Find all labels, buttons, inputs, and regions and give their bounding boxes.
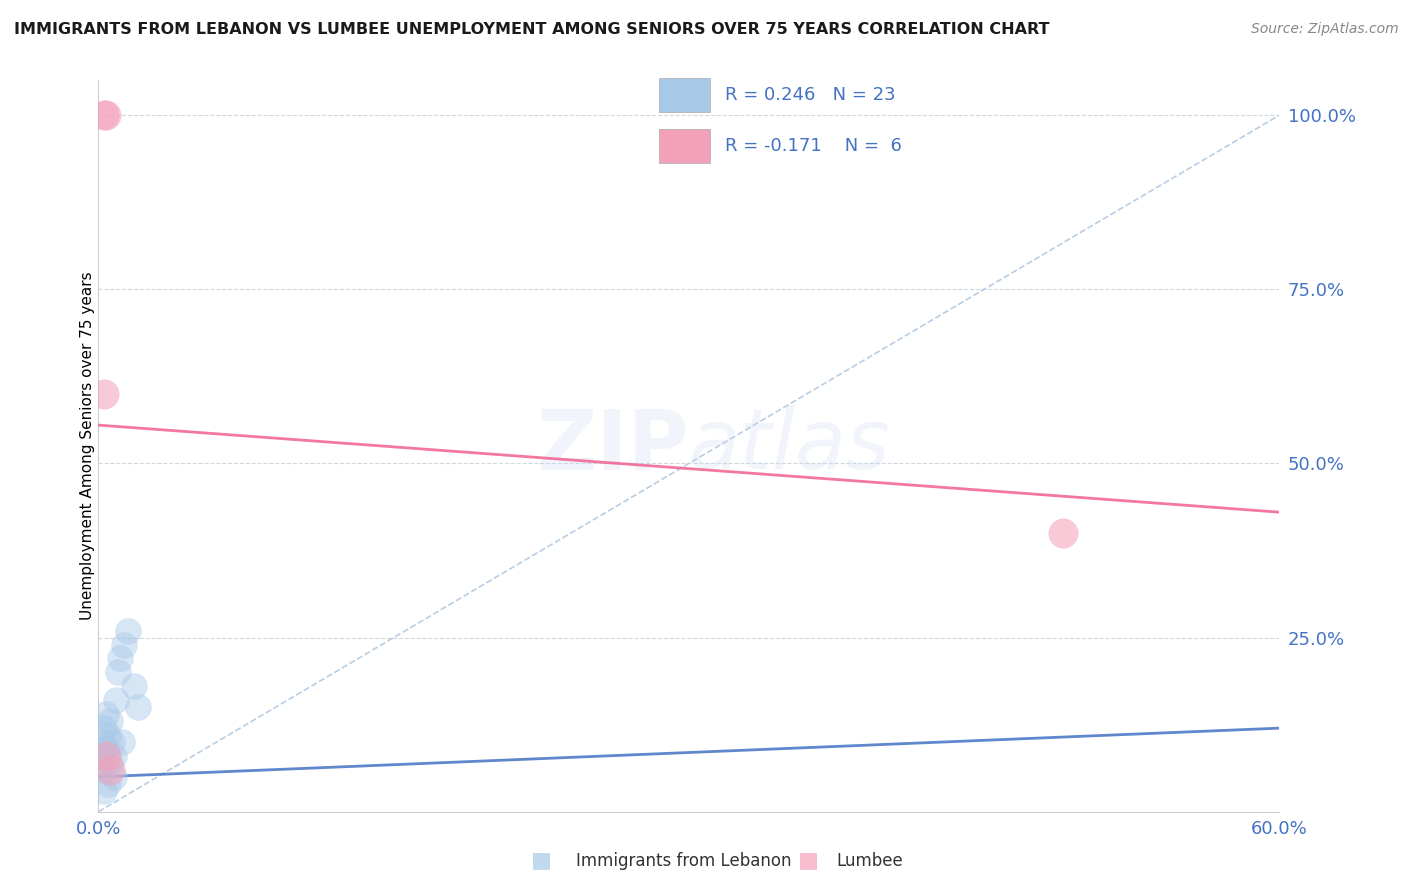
Y-axis label: Unemployment Among Seniors over 75 years: Unemployment Among Seniors over 75 years: [80, 272, 94, 620]
Point: [98, 763, 121, 777]
Text: R = -0.171    N =  6: R = -0.171 N = 6: [725, 137, 903, 155]
Point: [117, 624, 139, 638]
Point: [91, 735, 114, 749]
Point: [107, 665, 129, 680]
Point: [98, 756, 121, 770]
Point: [108, 651, 131, 665]
FancyBboxPatch shape: [658, 78, 710, 112]
Point: [93, 721, 115, 735]
Text: R = 0.246   N = 23: R = 0.246 N = 23: [725, 86, 896, 103]
Text: ■: ■: [531, 850, 551, 870]
Point: [127, 700, 149, 714]
Point: [111, 735, 134, 749]
Point: [97, 777, 120, 791]
Point: [103, 770, 125, 784]
Point: [98, 714, 121, 728]
Point: [97, 728, 120, 742]
Point: [91, 756, 114, 770]
Point: [93, 763, 115, 777]
Text: atlas: atlas: [689, 406, 890, 486]
Point: [105, 693, 128, 707]
Point: [93, 386, 115, 401]
Text: Immigrants from Lebanon: Immigrants from Lebanon: [576, 852, 792, 870]
Point: [1052, 526, 1074, 541]
Point: [93, 784, 115, 798]
Point: [96, 108, 118, 122]
Text: IMMIGRANTS FROM LEBANON VS LUMBEE UNEMPLOYMENT AMONG SENIORS OVER 75 YEARS CORRE: IMMIGRANTS FROM LEBANON VS LUMBEE UNEMPL…: [14, 22, 1049, 37]
Text: ■: ■: [799, 850, 818, 870]
Point: [122, 679, 145, 693]
Point: [89, 749, 111, 764]
Text: ZIP: ZIP: [537, 406, 689, 486]
FancyBboxPatch shape: [658, 128, 710, 163]
Text: Lumbee: Lumbee: [837, 852, 903, 870]
Point: [103, 749, 125, 764]
Text: Source: ZipAtlas.com: Source: ZipAtlas.com: [1251, 22, 1399, 37]
Point: [112, 638, 135, 652]
Point: [96, 707, 118, 722]
Point: [96, 742, 118, 756]
Point: [96, 749, 118, 764]
Point: [93, 108, 115, 122]
Point: [101, 735, 124, 749]
